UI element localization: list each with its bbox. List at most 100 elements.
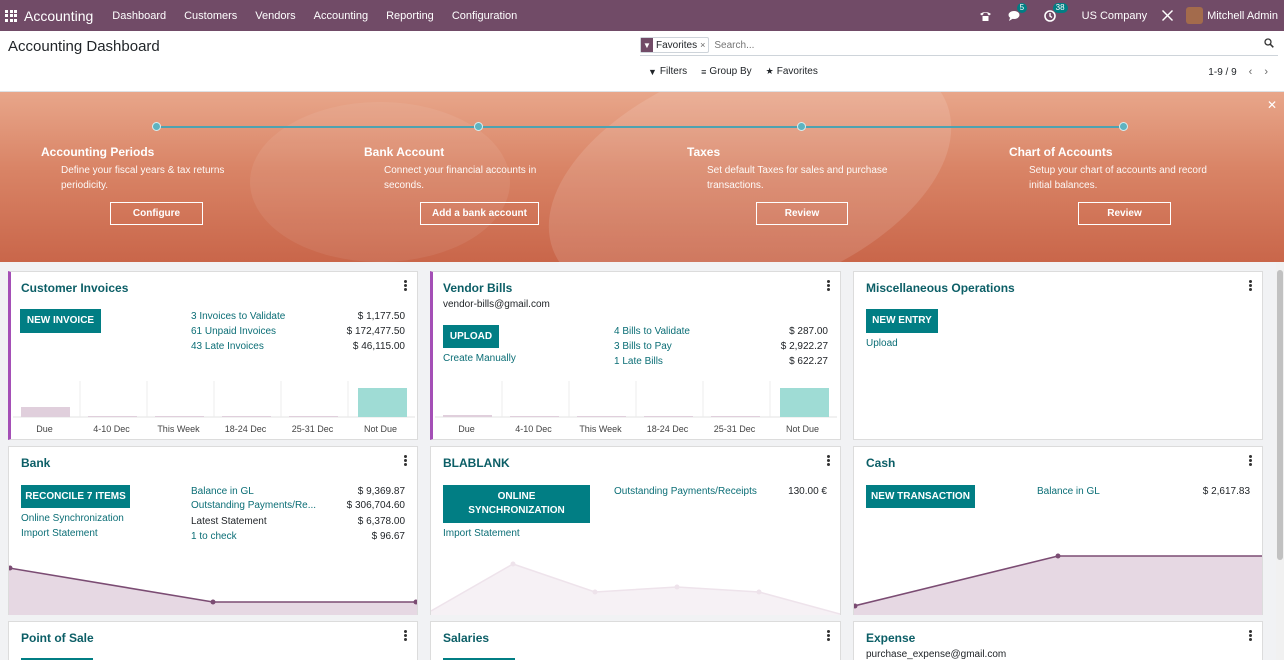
phone-icon[interactable]: [979, 10, 992, 22]
menu-vendors[interactable]: Vendors: [255, 9, 296, 22]
kebab-menu-icon[interactable]: [827, 630, 830, 641]
company-switcher[interactable]: US Company: [1081, 9, 1148, 22]
menu-dashboard[interactable]: Dashboard: [112, 9, 167, 22]
bar-due[interactable]: [21, 407, 70, 417]
card-title[interactable]: Vendor Bills: [443, 281, 513, 295]
bank-balance-line-chart[interactable]: [9, 559, 417, 615]
pager-previous-icon[interactable]: ‹: [1248, 66, 1253, 78]
late-invoices-link[interactable]: 43 Late Invoices: [191, 341, 264, 352]
kebab-menu-icon[interactable]: [404, 280, 407, 291]
user-menu[interactable]: Mitchell Admin: [1207, 9, 1278, 22]
late-bills-link[interactable]: 1 Late Bills: [614, 356, 663, 367]
search-bar[interactable]: ▼ Favorites ×: [640, 35, 1278, 56]
balance-in-gl-link[interactable]: Balance in GL: [191, 486, 254, 497]
kebab-menu-icon[interactable]: [1249, 280, 1252, 291]
top-navbar: Accounting Dashboard Customers Vendors A…: [0, 0, 1284, 31]
reconcile-items-button[interactable]: RECONCILE 7 ITEMS: [21, 485, 130, 508]
new-entry-button[interactable]: NEW ENTRY: [866, 309, 938, 333]
online-synchronization-link[interactable]: Online Synchronization: [21, 513, 124, 524]
configure-button[interactable]: Configure: [110, 202, 203, 225]
card-title[interactable]: BLABLANK: [443, 456, 510, 470]
vendor-bills-email: vendor-bills@gmail.com: [443, 299, 550, 310]
step-dot: [152, 122, 161, 131]
search-icon[interactable]: [1264, 38, 1274, 48]
filters-label: Filters: [659, 66, 688, 77]
pager-next-icon[interactable]: ›: [1264, 66, 1268, 78]
card-title[interactable]: Salaries: [443, 631, 490, 645]
messages-icon[interactable]: 5: [1008, 2, 1028, 22]
blablank-line-chart[interactable]: [431, 559, 840, 615]
new-transaction-button[interactable]: NEW TRANSACTION: [866, 485, 975, 508]
pos-action-button[interactable]: [21, 658, 93, 660]
bar-4-10-dec[interactable]: [510, 416, 559, 417]
balance-in-gl-link[interactable]: Balance in GL: [1037, 486, 1100, 497]
kebab-menu-icon[interactable]: [404, 455, 407, 466]
activities-icon[interactable]: 38: [1043, 2, 1068, 22]
online-synchronization-button[interactable]: ONLINE SYNCHRONIZATION: [443, 485, 590, 523]
debug-tools-icon[interactable]: [1161, 9, 1174, 22]
user-avatar[interactable]: [1186, 7, 1204, 24]
app-brand[interactable]: Accounting: [24, 7, 94, 24]
scrollbar-thumb[interactable]: [1277, 270, 1283, 560]
bills-to-validate-link[interactable]: 4 Bills to Validate: [614, 326, 690, 337]
search-input[interactable]: [714, 39, 1235, 51]
chart-label: Due: [36, 424, 53, 434]
review-chart-of-accounts-button[interactable]: Review: [1078, 202, 1171, 225]
search-facet-favorites[interactable]: ▼ Favorites ×: [640, 37, 710, 53]
filters-dropdown[interactable]: ▼ Filters: [648, 66, 687, 77]
group-by-dropdown[interactable]: ≡ Group By: [701, 66, 752, 77]
bar-not-due[interactable]: [358, 388, 407, 417]
apps-menu-icon[interactable]: [5, 9, 17, 22]
bar-this-week[interactable]: [155, 416, 204, 417]
bar-this-week[interactable]: [577, 416, 626, 417]
menu-configuration[interactable]: Configuration: [451, 9, 518, 22]
banner-close-icon[interactable]: ✕: [1266, 98, 1277, 112]
outstanding-payments-receipts-link[interactable]: Outstanding Payments/Receipts: [614, 486, 757, 497]
create-manually-link[interactable]: Create Manually: [443, 353, 516, 364]
add-bank-account-button[interactable]: Add a bank account: [420, 202, 539, 225]
review-taxes-button[interactable]: Review: [756, 202, 848, 225]
step-desc-bank-account: Connect your financial accounts in secon…: [384, 165, 537, 191]
bar-18-24-dec[interactable]: [222, 416, 271, 417]
facet-close-icon[interactable]: ×: [700, 40, 706, 50]
kebab-menu-icon[interactable]: [404, 630, 407, 641]
menu-accounting[interactable]: Accounting: [313, 9, 369, 22]
upload-button[interactable]: UPLOAD: [443, 325, 499, 348]
card-title[interactable]: Bank: [21, 456, 51, 470]
card-title[interactable]: Miscellaneous Operations: [866, 281, 1015, 295]
to-check-link[interactable]: 1 to check: [191, 531, 237, 542]
bar-due[interactable]: [443, 415, 492, 417]
invoices-bar-chart[interactable]: [13, 381, 415, 421]
bar-not-due[interactable]: [780, 388, 829, 417]
favorites-dropdown[interactable]: ★ Favorites: [766, 66, 818, 77]
bar-25-31-dec[interactable]: [289, 416, 338, 417]
kebab-menu-icon[interactable]: [1249, 455, 1252, 466]
pager-value[interactable]: 1-9 / 9: [1208, 66, 1237, 78]
new-invoice-button[interactable]: NEW INVOICE: [20, 309, 101, 333]
bar-18-24-dec[interactable]: [644, 416, 693, 417]
card-title[interactable]: Expense: [866, 631, 916, 645]
card-title[interactable]: Cash: [866, 456, 896, 470]
bar-4-10-dec[interactable]: [88, 416, 137, 417]
kebab-menu-icon[interactable]: [827, 455, 830, 466]
kebab-menu-icon[interactable]: [827, 280, 830, 291]
card-title[interactable]: Point of Sale: [21, 631, 94, 645]
card-title[interactable]: Customer Invoices: [21, 281, 129, 295]
menu-reporting[interactable]: Reporting: [386, 9, 434, 22]
salaries-action-button[interactable]: [443, 658, 515, 660]
card-expense: Expense purchase_expense@gmail.com: [853, 621, 1263, 660]
import-statement-link[interactable]: Import Statement: [443, 528, 520, 539]
bar-25-31-dec[interactable]: [711, 416, 760, 417]
bills-bar-chart[interactable]: [435, 381, 837, 421]
invoices-to-validate-link[interactable]: 3 Invoices to Validate: [191, 311, 286, 322]
import-statement-link[interactable]: Import Statement: [21, 528, 98, 539]
upload-link[interactable]: Upload: [866, 338, 898, 349]
cash-balance-line-chart[interactable]: [854, 549, 1262, 615]
outstanding-payments-link[interactable]: Outstanding Payments/Re...: [191, 500, 317, 511]
bills-to-pay-link[interactable]: 3 Bills to Pay: [614, 341, 672, 352]
step-desc-chart-of-accounts: Setup your chart of accounts and record …: [1029, 165, 1207, 191]
unpaid-invoices-link[interactable]: 61 Unpaid Invoices: [191, 326, 277, 337]
scrollbar-track[interactable]: [1276, 262, 1284, 660]
menu-customers[interactable]: Customers: [184, 9, 238, 22]
kebab-menu-icon[interactable]: [1249, 630, 1252, 641]
